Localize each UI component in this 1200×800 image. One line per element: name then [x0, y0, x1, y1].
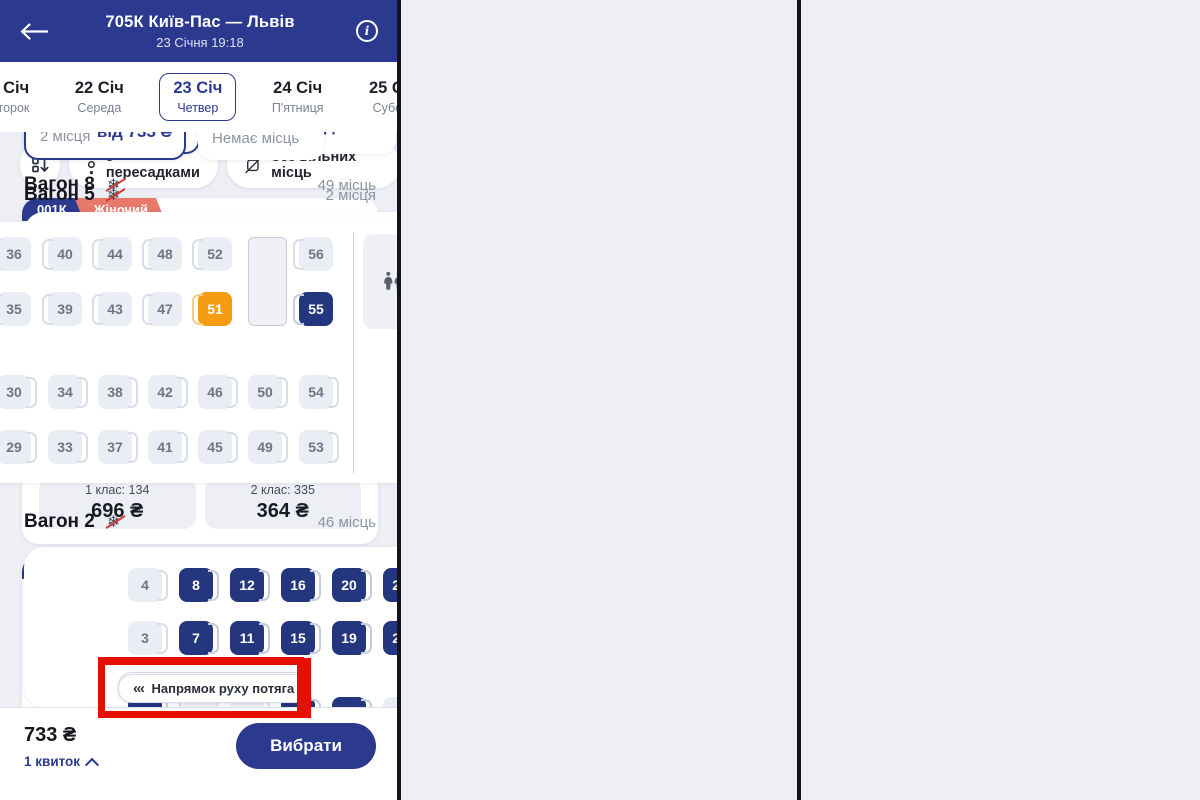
seat-34[interactable]: 34 [48, 375, 88, 409]
chevron-up-icon [84, 757, 100, 772]
page-subtitle: 23 Січня 19:18 [156, 34, 244, 50]
date-tab-23-Січ[interactable]: 23 Січ Четвер [159, 73, 237, 121]
seat-53[interactable]: 53 [299, 430, 339, 464]
seat-20[interactable]: 20 [332, 568, 372, 602]
seat-50[interactable]: 50 [248, 375, 288, 409]
seat-15[interactable]: 15 [281, 621, 321, 655]
wc-area [363, 234, 400, 329]
seat-52[interactable]: 52 [192, 237, 232, 271]
seat-40[interactable]: 40 [42, 237, 82, 271]
date-weekday: Субота [372, 101, 400, 115]
seat-8[interactable]: 8 [179, 568, 219, 602]
wagon-name: Вагон 8 [24, 174, 95, 195]
no-air-conditioning-icon [105, 512, 127, 532]
annotation-red-box [98, 657, 304, 718]
seat-43[interactable]: 43 [92, 292, 132, 326]
no-air-conditioning-icon [105, 185, 127, 205]
date-day: 21 Січ [0, 79, 30, 97]
date-weekday: Вівторок [0, 101, 30, 115]
seat-4[interactable]: 4 [128, 568, 168, 602]
wagon-seat-count: 46 місць [317, 513, 376, 531]
seat-29[interactable]: 29 [0, 430, 37, 464]
date-day: 25 Січ [368, 79, 400, 97]
seat-42[interactable]: 42 [148, 375, 188, 409]
select-button[interactable]: Вибрати [236, 723, 376, 769]
date-weekday: П'ятниця [271, 101, 324, 115]
date-day: 22 Січ [74, 79, 124, 97]
seat-30[interactable]: 30 [0, 375, 37, 409]
train-direction-label: Напрямок руху потяга [151, 681, 295, 696]
panel-divider [397, 0, 401, 800]
total-price: 733 ₴ [24, 724, 77, 746]
wagon-seat-count: 49 місць [317, 176, 376, 194]
wagon-seat-count: 2 місця [325, 186, 376, 204]
seat-map-wagon-5: 36 40 44 48 52 56 35 39 43 47 51 55 30 34 38 42 46 50 54 29… [0, 222, 400, 483]
seat-12[interactable]: 12 [230, 568, 270, 602]
table-slot [248, 237, 287, 326]
wagon-header-row: Вагон 5 2 місця [24, 184, 376, 206]
seat-47[interactable]: 47 [142, 292, 182, 326]
cabin-divider-line [353, 232, 354, 473]
wagon-header-row: Вагон 2 46 місць [24, 511, 376, 533]
date-tabs-bar: 21 Січ Вівторок 22 Січ Середа 23 Січ Четвер 24… [0, 62, 400, 132]
seat-35[interactable]: 35 [0, 292, 31, 326]
seat-16[interactable]: 16 [281, 568, 321, 602]
date-tab-24-Січ[interactable]: 24 Січ П'ятниця [262, 73, 334, 121]
seat-49[interactable]: 49 [248, 430, 288, 464]
seat-48[interactable]: 48 [142, 237, 182, 271]
seat-45[interactable]: 45 [198, 430, 238, 464]
date-tab-22-Січ[interactable]: 22 Січ Середа [65, 73, 134, 121]
seat-51[interactable]: 51 [192, 292, 232, 326]
seat-3[interactable]: 3 [128, 621, 168, 655]
seat-38[interactable]: 38 [98, 375, 138, 409]
class-seat-count: Немає місць [212, 130, 300, 147]
date-weekday: Четвер [177, 101, 219, 115]
seat-44[interactable]: 44 [92, 237, 132, 271]
ticket-count-toggle[interactable]: 1 квиток [24, 754, 376, 772]
date-weekday: Середа [77, 101, 122, 115]
price-option-value: 364 ₴ [256, 500, 309, 522]
date-tab-25-Січ[interactable]: 25 Січ Субота [359, 73, 400, 121]
header: 705К Київ-Пас — Львів 23 Січня 19:18 i [0, 0, 400, 62]
seat-33[interactable]: 33 [48, 430, 88, 464]
seat-7[interactable]: 7 [179, 621, 219, 655]
bottom-bar: 733 ₴ 1 квиток Вибрати [0, 707, 400, 800]
info-icon[interactable]: i [356, 20, 378, 42]
date-day: 23 Січ [173, 79, 223, 97]
date-tab-21-Січ[interactable]: 21 Січ Вівторок [0, 73, 39, 121]
ticket-count-label: 1 квиток [24, 754, 81, 769]
date-day: 24 Січ [273, 79, 323, 97]
train-direction-pill: Напрямок руху потяга [118, 674, 310, 703]
seat-19[interactable]: 19 [332, 621, 372, 655]
price-option[interactable]: 2 клас: 335 364 ₴ [204, 477, 361, 529]
wagon-name: Вагон 2 [24, 511, 95, 532]
seat-24[interactable]: 24 [383, 568, 400, 602]
seat-46[interactable]: 46 [198, 375, 238, 409]
panel-divider [797, 0, 801, 800]
seat-55[interactable]: 55 [293, 292, 333, 326]
class-seat-count: 2 місця [40, 128, 91, 145]
seat-37[interactable]: 37 [98, 430, 138, 464]
seat-54[interactable]: 54 [299, 375, 339, 409]
wagon-name: Вагон 5 [24, 184, 95, 205]
seat-23[interactable]: 23 [383, 621, 400, 655]
price-option-label: 2 клас: 335 [250, 483, 315, 497]
price-option-label: 1 клас: 134 [85, 483, 150, 497]
seat-41[interactable]: 41 [148, 430, 188, 464]
seat-36[interactable]: 36 [0, 237, 31, 271]
page-title: 705К Київ-Пас — Львів [105, 12, 295, 31]
seat-39[interactable]: 39 [42, 292, 82, 326]
seat-56[interactable]: 56 [293, 237, 333, 271]
seat-11[interactable]: 11 [230, 621, 270, 655]
back-arrow-icon[interactable] [20, 23, 48, 40]
